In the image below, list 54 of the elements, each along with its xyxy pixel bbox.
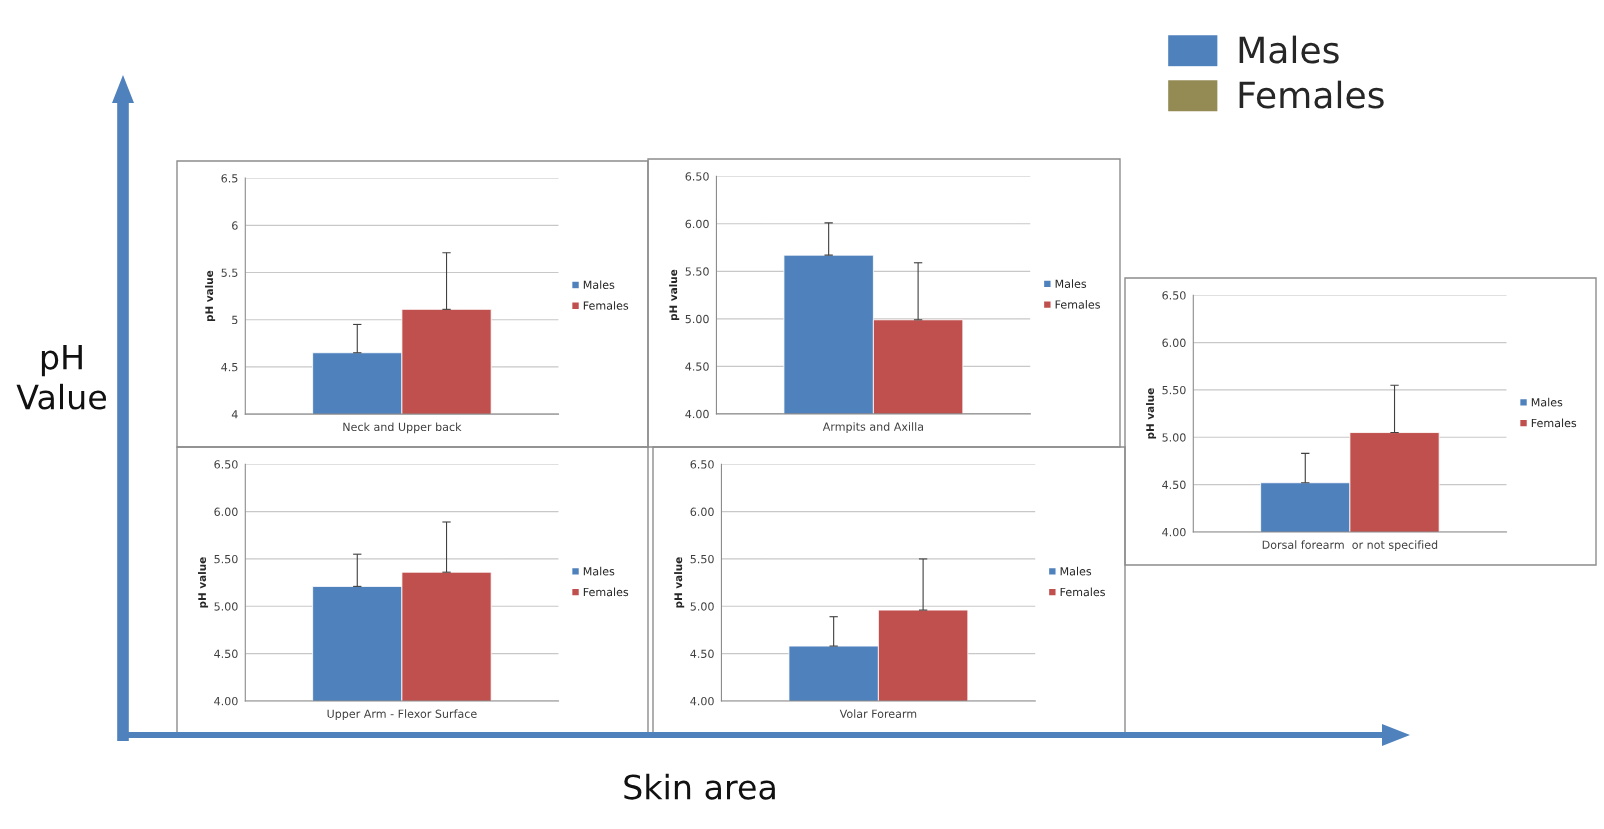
y-tick-label: 5 — [232, 315, 238, 325]
y-tick-label: 5.00 — [214, 602, 238, 611]
y-axis-title: pH value — [197, 557, 209, 608]
y-tick-label: 5.50 — [1162, 385, 1186, 395]
y-tick-label: 6.50 — [1162, 291, 1186, 300]
y-tick-label: 5.00 — [1162, 433, 1186, 442]
legend-label: Females — [1239, 80, 1384, 109]
y-tick-label: 5.5 — [221, 268, 238, 277]
legend-label: Males — [583, 566, 615, 576]
legend-label: Females — [583, 587, 629, 597]
legend-label: Males — [1060, 566, 1092, 576]
x-tick-label: Volar Forearm — [839, 709, 917, 718]
y-tick-label: 6.5 — [221, 174, 238, 183]
y-tick-label: 5.00 — [690, 602, 714, 611]
y-tick-label: 5.50 — [214, 554, 238, 564]
legend-label: Males — [1055, 279, 1087, 288]
y-tick-label: 6 — [232, 221, 238, 230]
legend-label: Males — [1531, 397, 1563, 407]
y-tick-label: 4.50 — [1162, 480, 1186, 490]
y-tick-label: 4 — [231, 410, 238, 419]
y-tick-label: 6.00 — [214, 507, 238, 516]
y-tick-label: 6.50 — [685, 172, 709, 181]
y-tick-label: 6.00 — [690, 507, 714, 516]
x-tick-label: Dorsal forearm or not specified — [1262, 540, 1438, 552]
y-tick-label: 5.00 — [685, 314, 709, 324]
y-tick-label: 4.50 — [685, 362, 709, 371]
y-axis-title: pH value — [1145, 388, 1157, 439]
legend-label: Females — [1531, 418, 1577, 428]
text: pH Value — [16, 344, 106, 410]
x-tick-label: Armpits and Axilla — [822, 422, 924, 433]
y-tick-label: 4.00 — [685, 409, 709, 419]
legend-label: Females — [1060, 587, 1105, 597]
text: Skin area — [624, 773, 775, 800]
legend-label: Males — [1239, 35, 1339, 64]
y-tick-label: 5.50 — [690, 554, 714, 564]
y-tick-label: 4.5 — [221, 363, 238, 372]
y-tick-label: 6.50 — [690, 460, 714, 469]
legend-label: Females — [1055, 300, 1100, 309]
x-tick-label: Neck and Upper back — [343, 422, 462, 434]
legend-label: Males — [583, 280, 615, 289]
y-tick-label: 5.50 — [685, 267, 709, 276]
y-tick-label: 4.50 — [214, 649, 238, 659]
y-tick-label: 4.50 — [690, 649, 714, 659]
x-tick-label: Upper Arm - Flexor Surface — [327, 709, 477, 721]
legend-label: Females — [583, 301, 629, 310]
y-tick-label: 4.00 — [690, 696, 714, 706]
y-tick-label: 4.00 — [214, 696, 238, 706]
y-tick-label: 4.00 — [1162, 527, 1186, 537]
y-tick-label: 6.50 — [214, 460, 238, 469]
y-axis-title: pH value — [669, 269, 680, 321]
y-tick-label: 6.00 — [1162, 338, 1186, 347]
y-axis-title: pH value — [674, 557, 685, 608]
y-tick-label: 6.00 — [685, 219, 709, 229]
y-axis-title: pH value — [205, 270, 216, 322]
